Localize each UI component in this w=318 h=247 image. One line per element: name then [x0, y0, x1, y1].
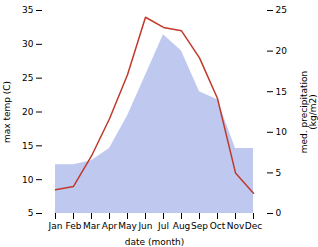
svg-text:Sep: Sep: [191, 221, 208, 231]
svg-text:Feb: Feb: [66, 221, 82, 231]
svg-text:15: 15: [22, 141, 33, 151]
svg-text:25: 25: [22, 73, 33, 83]
svg-text:med. precipitation(kg/m2): med. precipitation(kg/m2): [299, 71, 318, 153]
svg-text:Jan: Jan: [48, 221, 63, 231]
svg-text:max temp (C): max temp (C): [2, 81, 12, 143]
svg-text:Oct: Oct: [210, 221, 226, 231]
svg-text:25: 25: [276, 5, 287, 15]
svg-text:20: 20: [276, 46, 288, 56]
svg-text:Dec: Dec: [245, 221, 262, 231]
svg-text:Jul: Jul: [157, 221, 169, 231]
svg-text:5: 5: [28, 208, 34, 218]
svg-text:Jun: Jun: [137, 221, 152, 231]
svg-text:15: 15: [276, 87, 287, 97]
svg-text:5: 5: [276, 168, 282, 178]
svg-text:35: 35: [22, 5, 33, 15]
svg-text:May: May: [118, 221, 137, 231]
svg-text:0: 0: [276, 208, 282, 218]
svg-text:Mar: Mar: [83, 221, 100, 231]
svg-text:30: 30: [22, 39, 34, 49]
svg-text:20: 20: [22, 107, 34, 117]
svg-text:Aug: Aug: [173, 221, 191, 231]
svg-text:10: 10: [22, 175, 34, 185]
svg-text:date (month): date (month): [125, 237, 184, 247]
svg-text:10: 10: [276, 127, 288, 137]
svg-text:Apr: Apr: [102, 221, 118, 231]
svg-text:Nov: Nov: [227, 221, 245, 231]
